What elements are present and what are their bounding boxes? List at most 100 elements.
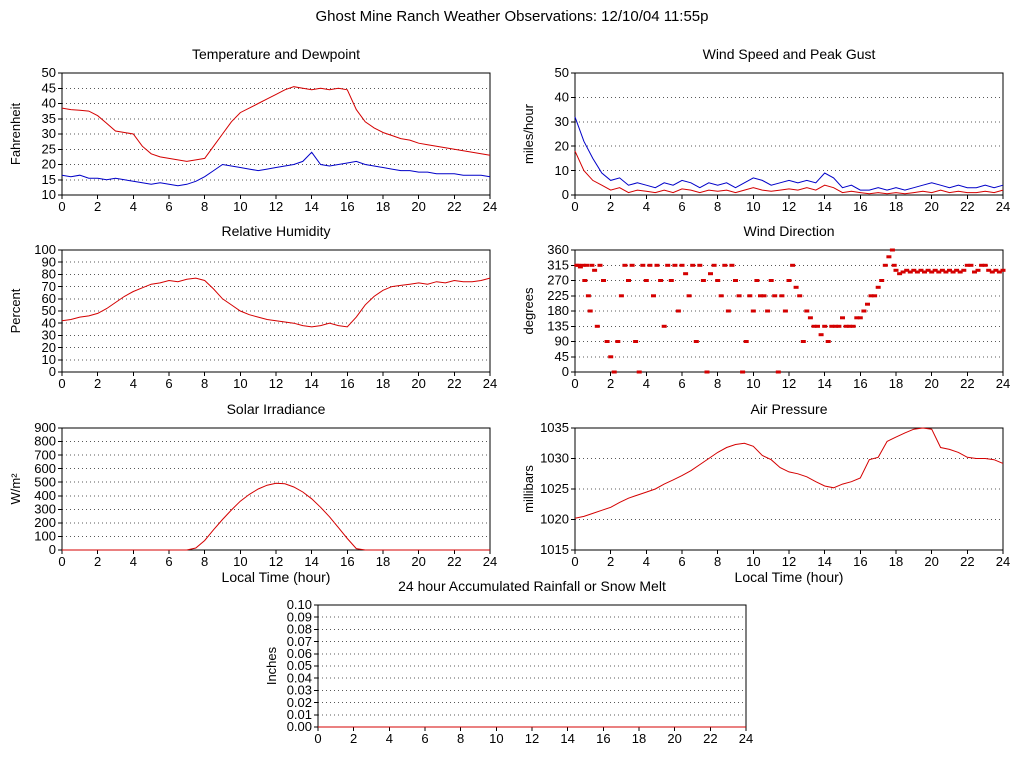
svg-text:24: 24 [996, 376, 1010, 390]
svg-text:0.06: 0.06 [287, 646, 312, 661]
svg-text:20: 20 [924, 376, 938, 390]
chart-wind-direction: Wind Direction 0 45 90 135 180 225 270 315 360 0 2… [520, 221, 1015, 390]
svg-text:0: 0 [49, 364, 56, 379]
svg-text:18: 18 [889, 376, 903, 390]
svg-text:30: 30 [42, 126, 56, 141]
svg-text:Inches: Inches [264, 646, 279, 685]
svg-text:50: 50 [555, 65, 569, 80]
svg-text:4: 4 [130, 376, 137, 390]
x-axis-label: Local Time (hour) [734, 569, 844, 585]
svg-text:0: 0 [314, 731, 321, 745]
svg-text:millibars: millibars [521, 465, 536, 513]
svg-text:2: 2 [607, 554, 614, 568]
svg-text:18: 18 [889, 554, 903, 568]
svg-text:24: 24 [739, 731, 753, 745]
chart-canvas: 0.000.010.020.030.040.050.060.070.080.09… [264, 597, 753, 745]
svg-text:14: 14 [304, 554, 318, 568]
chart-title: 24 hour Accumulated Rainfall or Snow Mel… [398, 578, 666, 594]
svg-text:24: 24 [483, 376, 497, 390]
svg-text:1015: 1015 [540, 542, 569, 557]
chart-title: Relative Humidity [221, 223, 331, 239]
svg-text:60: 60 [42, 291, 56, 306]
svg-text:30: 30 [42, 328, 56, 343]
svg-text:35: 35 [42, 111, 56, 126]
svg-text:90: 90 [555, 334, 569, 349]
svg-text:90: 90 [42, 254, 56, 269]
svg-text:0.10: 0.10 [287, 597, 312, 612]
svg-text:16: 16 [853, 554, 867, 568]
svg-text:22: 22 [960, 376, 974, 390]
svg-text:14: 14 [817, 554, 831, 568]
svg-text:0.08: 0.08 [287, 622, 312, 637]
svg-text:8: 8 [201, 376, 208, 390]
svg-text:0.07: 0.07 [287, 634, 312, 649]
svg-text:0.04: 0.04 [287, 670, 312, 685]
chart-title: Solar Irradiance [226, 401, 326, 417]
svg-text:24: 24 [996, 199, 1010, 213]
svg-text:12: 12 [782, 554, 796, 568]
svg-text:22: 22 [447, 376, 461, 390]
svg-text:2: 2 [94, 554, 101, 568]
svg-text:225: 225 [547, 288, 569, 303]
svg-text:400: 400 [34, 488, 56, 503]
svg-text:18: 18 [376, 554, 390, 568]
svg-text:12: 12 [525, 731, 539, 745]
svg-text:22: 22 [447, 199, 461, 213]
svg-text:0.02: 0.02 [287, 695, 312, 710]
svg-text:8: 8 [457, 731, 464, 745]
svg-text:45: 45 [42, 80, 56, 95]
svg-text:16: 16 [596, 731, 610, 745]
svg-text:0.03: 0.03 [287, 683, 312, 698]
chart-title: Temperature and Dewpoint [191, 46, 361, 62]
svg-text:0: 0 [562, 364, 569, 379]
svg-text:22: 22 [447, 554, 461, 568]
svg-text:14: 14 [304, 376, 318, 390]
svg-text:1030: 1030 [540, 451, 569, 466]
svg-text:Fahrenheit: Fahrenheit [8, 103, 23, 166]
svg-text:0.05: 0.05 [287, 658, 312, 673]
chart-air-pressure: Air Pressure 1015 1020 1025 1030 1035 0 2 4 6 8 10… [520, 399, 1015, 585]
svg-text:100: 100 [34, 242, 56, 257]
svg-text:10: 10 [42, 187, 56, 202]
svg-text:40: 40 [42, 315, 56, 330]
svg-text:2: 2 [607, 376, 614, 390]
svg-text:8: 8 [201, 554, 208, 568]
svg-text:20: 20 [924, 554, 938, 568]
svg-text:0.01: 0.01 [287, 707, 312, 722]
svg-text:14: 14 [817, 376, 831, 390]
svg-text:16: 16 [340, 376, 354, 390]
svg-text:18: 18 [376, 199, 390, 213]
svg-text:16: 16 [340, 554, 354, 568]
svg-text:10: 10 [746, 554, 760, 568]
svg-text:360: 360 [547, 242, 569, 257]
svg-text:0: 0 [58, 554, 65, 568]
svg-text:500: 500 [34, 474, 56, 489]
svg-text:25: 25 [42, 141, 56, 156]
svg-text:degrees: degrees [521, 287, 536, 334]
svg-text:22: 22 [960, 199, 974, 213]
chart-solar-irradiance: Solar Irradiance 0 100 200 300 400 500 600 700 8… [7, 399, 502, 585]
svg-text:1025: 1025 [540, 481, 569, 496]
svg-text:8: 8 [714, 554, 721, 568]
svg-text:40: 40 [42, 96, 56, 111]
svg-text:800: 800 [34, 434, 56, 449]
svg-text:30: 30 [555, 114, 569, 129]
svg-text:18: 18 [889, 199, 903, 213]
svg-text:12: 12 [269, 376, 283, 390]
svg-text:22: 22 [703, 731, 717, 745]
svg-text:270: 270 [547, 273, 569, 288]
svg-text:16: 16 [853, 199, 867, 213]
svg-text:20: 20 [42, 157, 56, 172]
svg-text:0: 0 [49, 542, 56, 557]
svg-text:10: 10 [233, 199, 247, 213]
svg-text:8: 8 [201, 199, 208, 213]
svg-text:0: 0 [562, 187, 569, 202]
svg-text:4: 4 [386, 731, 393, 745]
svg-text:12: 12 [269, 554, 283, 568]
svg-text:700: 700 [34, 447, 56, 462]
svg-text:16: 16 [340, 199, 354, 213]
svg-text:6: 6 [165, 199, 172, 213]
svg-text:900: 900 [34, 420, 56, 435]
